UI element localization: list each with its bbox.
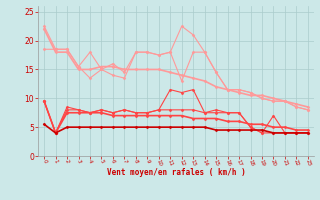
X-axis label: Vent moyen/en rafales ( km/h ): Vent moyen/en rafales ( km/h ) xyxy=(107,168,245,177)
